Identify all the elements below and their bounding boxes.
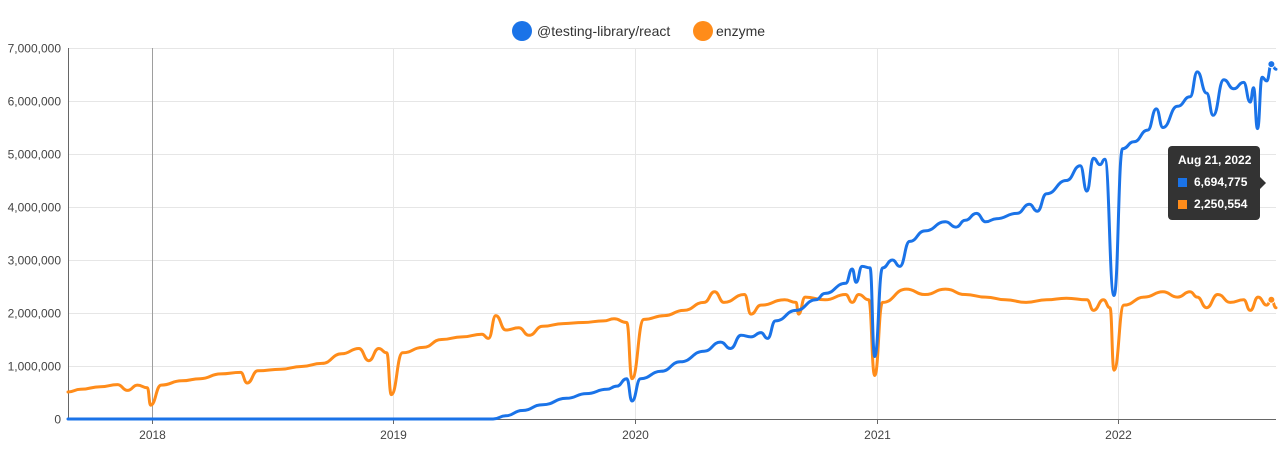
- legend-label: enzyme: [716, 23, 765, 39]
- tooltip-row-enzyme: 2,250,554: [1178, 197, 1247, 211]
- legend[interactable]: @testing-library/react enzyme: [512, 21, 765, 41]
- x-tick-label: 2019: [380, 428, 407, 442]
- y-tick-label: 7,000,000: [8, 42, 62, 56]
- y-tick-label: 4,000,000: [8, 201, 62, 215]
- hover-tooltip: Aug 21, 2022 6,694,775 2,250,554: [1168, 146, 1266, 220]
- y-tick-label: 5,000,000: [8, 148, 62, 162]
- tooltip-swatch-orange: [1178, 199, 1187, 209]
- tooltip-date: Aug 21, 2022: [1178, 153, 1252, 167]
- hover-point-testing-library: [1267, 60, 1276, 69]
- y-tick-label: 1,000,000: [8, 360, 62, 374]
- series-line-enzyme: [66, 287, 1278, 407]
- hover-point-enzyme: [1267, 295, 1276, 304]
- legend-label: @testing-library/react: [537, 23, 670, 39]
- legend-item-enzyme[interactable]: enzyme: [693, 21, 765, 41]
- axes: 0 1,000,000 2,000,000 3,000,000 4,000,000 5,0…: [8, 42, 1276, 442]
- y-tick-label: 2,000,000: [8, 307, 62, 321]
- y-tick-label: 6,000,000: [8, 95, 62, 109]
- tooltip-value-testing-library: 6,694,775: [1194, 175, 1248, 189]
- x-tick-label: 2020: [622, 428, 649, 442]
- x-tick-label: 2022: [1105, 428, 1132, 442]
- legend-item-testing-library[interactable]: @testing-library/react: [512, 21, 670, 41]
- legend-dot-icon: [512, 21, 532, 41]
- y-tick-label: 3,000,000: [8, 254, 62, 268]
- series-line-testing-library: [66, 62, 1278, 421]
- tooltip-value-enzyme: 2,250,554: [1194, 197, 1248, 211]
- legend-dot-icon: [693, 21, 713, 41]
- tooltip-swatch-blue: [1178, 177, 1187, 187]
- x-tick-label: 2018: [139, 428, 166, 442]
- y-tick-label: 0: [54, 413, 61, 427]
- tooltip-row-testing-library: 6,694,775: [1178, 175, 1247, 189]
- series-lines: [66, 60, 1278, 421]
- x-tick-label: 2021: [864, 428, 891, 442]
